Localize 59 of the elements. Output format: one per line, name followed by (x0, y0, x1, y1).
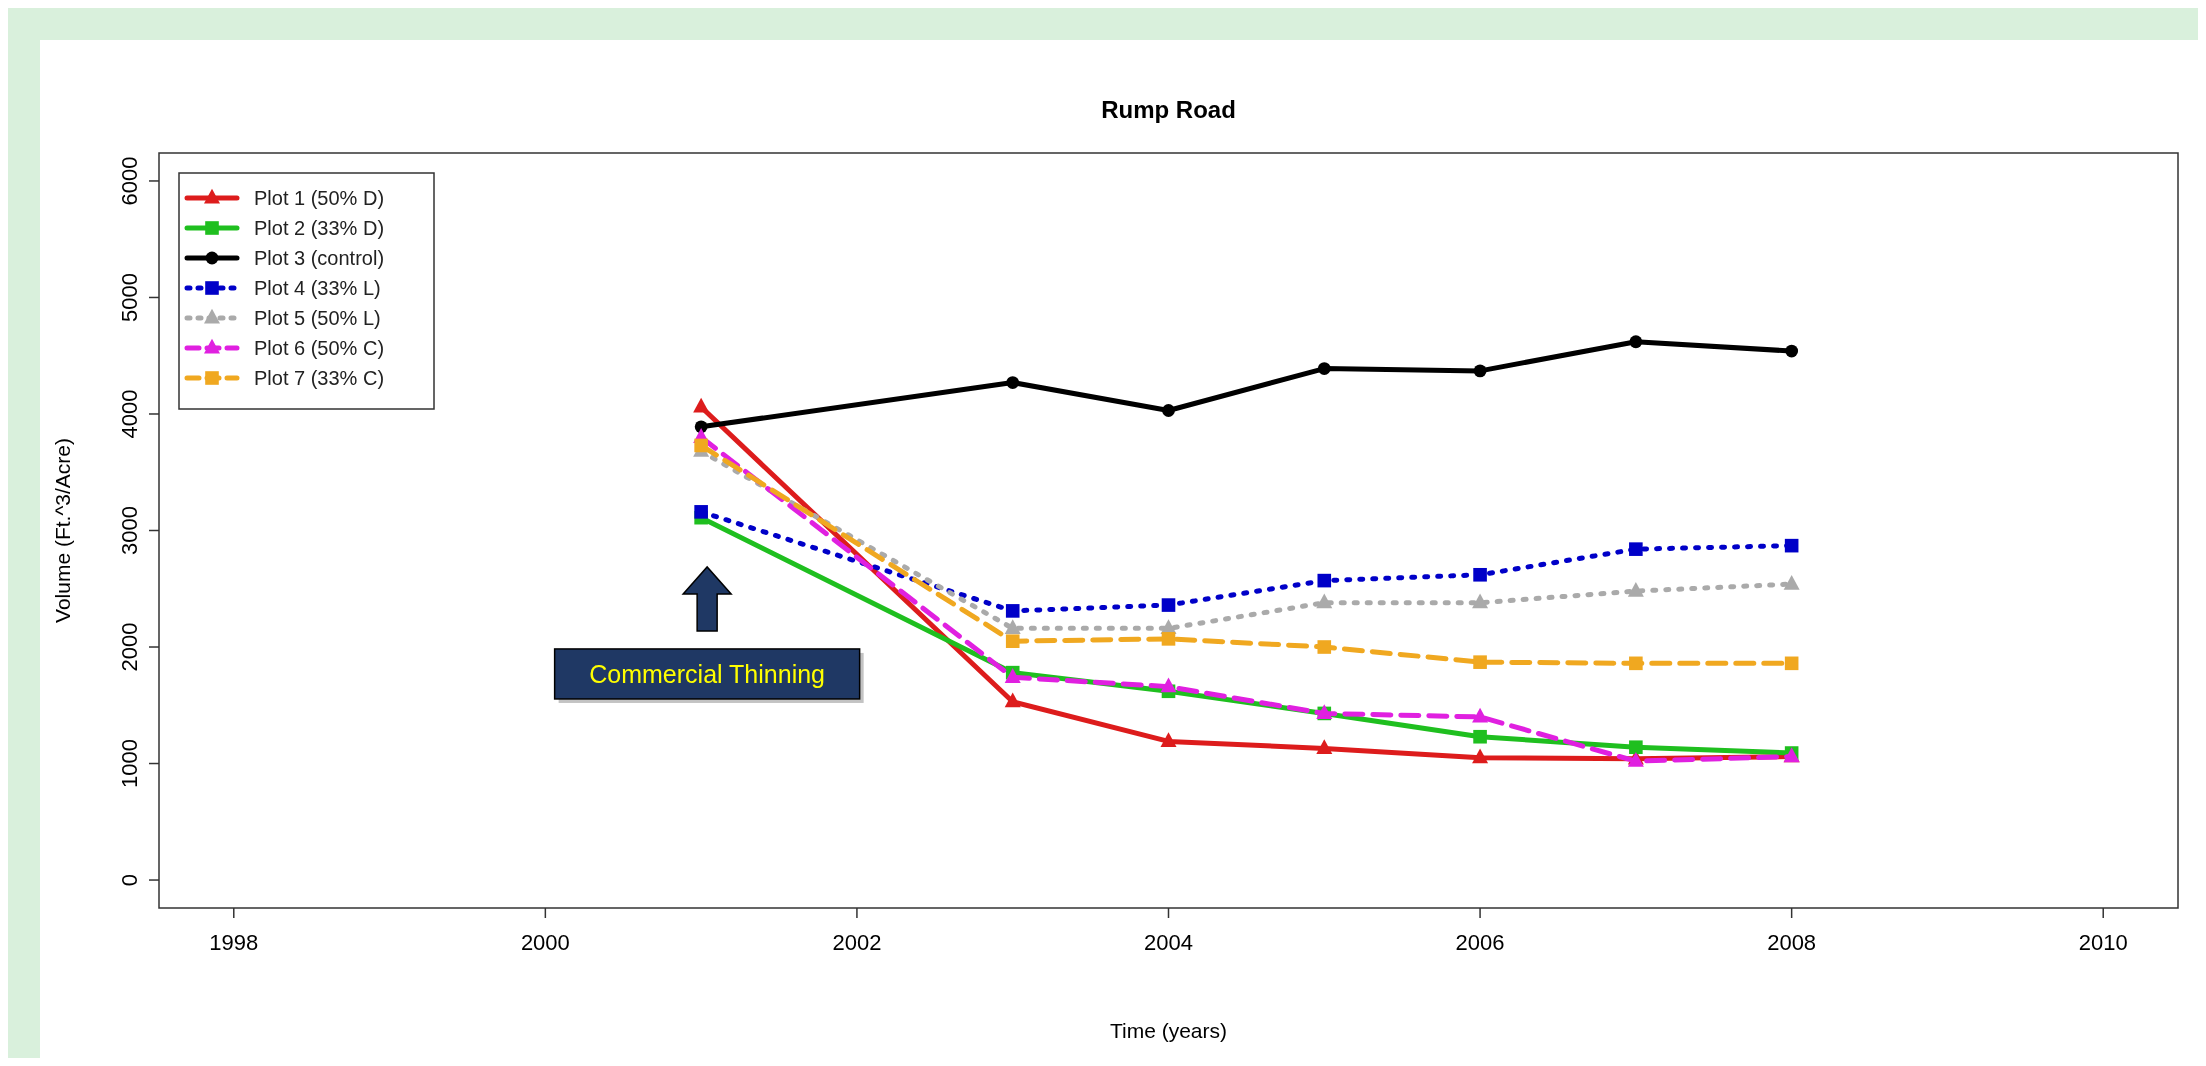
point (1317, 573, 1332, 588)
point (1004, 619, 1021, 634)
x-axis-title: Time (years) (1109, 1019, 1228, 1042)
x-tick-label: 2006 (1455, 930, 1505, 955)
y-tick-label: 6000 (117, 156, 142, 206)
point (1316, 593, 1333, 609)
point (1472, 593, 1489, 609)
point (1784, 538, 1799, 553)
point (1783, 574, 1800, 590)
point (1629, 740, 1643, 755)
legend-label: Plot 1 (50% D) (254, 187, 385, 209)
point (1317, 362, 1331, 375)
point (1160, 677, 1177, 693)
y-tick-label: 4000 (117, 389, 142, 439)
point (1162, 404, 1175, 417)
point (1627, 581, 1644, 597)
legend-label: Plot 6 (50% C) (254, 337, 385, 359)
y-tick-label: 2000 (117, 622, 142, 672)
point (1316, 739, 1333, 754)
x-tick-label: 2000 (520, 930, 570, 955)
point (1160, 732, 1177, 747)
point (1472, 707, 1489, 723)
point (1473, 655, 1487, 669)
legend-label: Plot 5 (50% L) (254, 307, 381, 329)
point (1161, 632, 1176, 646)
x-tick-label: 2008 (1767, 930, 1817, 955)
chart-title: Rump Road (1101, 96, 1236, 123)
point (1161, 598, 1176, 612)
y-tick-label: 0 (117, 873, 142, 887)
y-axis-title: Volume (Ft.^3/Acre) (51, 438, 74, 623)
point (693, 397, 710, 413)
x-tick-label: 2002 (832, 930, 882, 955)
x-tick-label: 2004 (1144, 930, 1193, 955)
point (1472, 748, 1489, 764)
point (694, 438, 708, 453)
point (1784, 656, 1799, 671)
point (1006, 376, 1020, 389)
point (1473, 364, 1487, 378)
y-tick-label: 3000 (117, 506, 142, 555)
legend-label: Plot 3 (control) (254, 247, 385, 269)
y-tick-label: 5000 (117, 273, 142, 322)
point (1005, 634, 1020, 648)
point (694, 505, 708, 519)
x-tick-label: 1998 (209, 930, 259, 955)
point (1004, 692, 1021, 708)
legend-label: Plot 7 (33% C) (254, 367, 385, 389)
point (1785, 344, 1799, 358)
y-tick-label: 1000 (117, 739, 142, 788)
point (1317, 640, 1332, 654)
point (1629, 335, 1643, 349)
point (1005, 604, 1020, 618)
point (1629, 542, 1643, 556)
point (1473, 567, 1487, 582)
point (1473, 729, 1487, 744)
annotation: Commercial Thinning (589, 659, 826, 688)
legend-label: Plot 2 (33% D) (254, 217, 385, 239)
x-tick-label: 2010 (2078, 930, 2128, 955)
point (1629, 656, 1643, 671)
legend-label: Plot 4 (33% L) (254, 277, 381, 299)
